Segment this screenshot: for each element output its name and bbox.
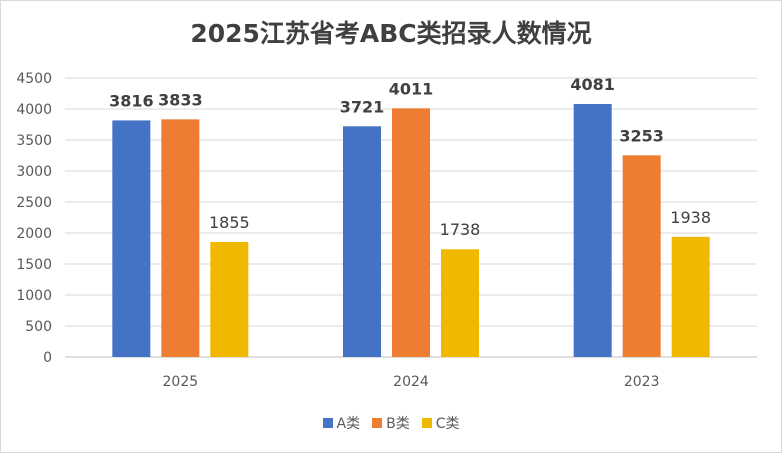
y-tick-label: 2000 [16,226,52,242]
bar-2023-A类 [573,103,612,357]
y-tick-label: 4000 [16,102,52,118]
x-tick-label: 2023 [624,374,660,390]
y-tick-label: 2500 [16,195,52,211]
legend-swatch [372,418,383,428]
legend-label: C类 [435,416,460,432]
bar-2024-B类 [392,108,430,358]
data-label: 3833 [158,90,203,109]
legend-item: B类 [372,413,410,433]
bar-2025-C类 [210,241,249,357]
y-tick-label: 1500 [16,257,52,273]
data-label: 1938 [670,208,711,227]
legend-item: C类 [421,413,460,433]
data-label: 4011 [389,79,434,98]
bar-2023-B类 [622,155,661,357]
legend-label: B类 [386,416,410,432]
y-tick-label: 3000 [16,164,52,180]
data-label: 1738 [440,220,481,239]
data-label: 1855 [209,213,250,232]
x-tick-label: 2024 [393,374,429,390]
legend: A类 B类 C类 [0,413,782,433]
legend-label: A类 [336,416,361,432]
y-tick-label: 1000 [16,288,52,304]
legend-swatch [322,418,333,428]
y-tick-label: 500 [25,319,52,335]
data-label: 3721 [340,97,385,116]
bar-2025-B类 [161,119,200,357]
bar-2025-A类 [112,120,151,358]
data-label: 3253 [619,126,664,145]
data-label: 4081 [570,75,615,94]
data-label: 3816 [109,91,154,110]
legend-item: A类 [322,413,361,433]
y-tick-label: 3500 [16,133,52,149]
chart-title: 2025江苏省考ABC类招录人数情况 [190,19,592,48]
y-tick-label: 4500 [16,71,52,87]
bar-2024-C类 [441,249,479,357]
x-tick-label: 2025 [163,374,199,390]
bar-2024-A类 [343,126,381,357]
legend-swatch [421,418,432,428]
bar-2023-C类 [671,236,710,357]
y-tick-label: 0 [43,350,52,366]
